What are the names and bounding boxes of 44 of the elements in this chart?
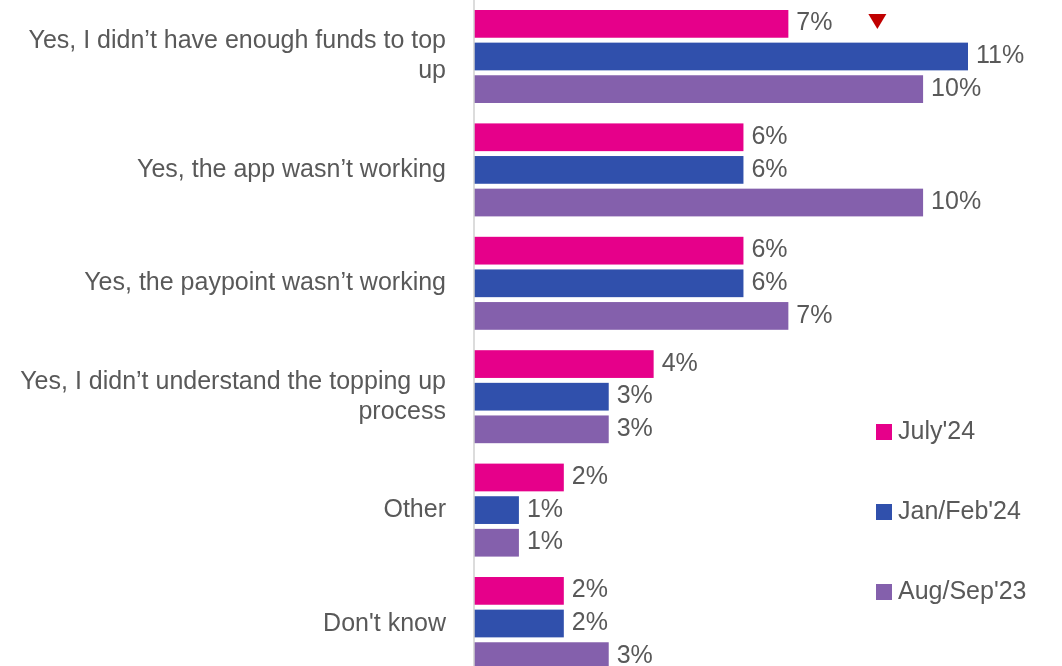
data-label: 3%: [616, 412, 653, 441]
bar: [474, 42, 968, 71]
y-tick-label: Yes, I didn’t understand the topping up process: [20, 365, 446, 424]
data-label: 3%: [616, 380, 653, 409]
data-label: 4%: [661, 347, 698, 376]
bar: [474, 75, 924, 103]
y-tick-label: Other: [383, 493, 446, 522]
data-label: 11%: [976, 40, 1025, 69]
bar: [474, 463, 564, 492]
data-label: 6%: [751, 234, 788, 263]
data-label: 1%: [526, 526, 564, 555]
bar: [474, 10, 789, 38]
data-label: 6%: [751, 153, 788, 182]
bar: [474, 577, 564, 605]
bar: [474, 528, 519, 557]
data-label: 2%: [571, 607, 608, 636]
data-label: 10%: [931, 72, 982, 101]
bar: [474, 236, 744, 265]
legend-label: Jan/Feb'24: [898, 495, 1022, 524]
data-label: 3%: [616, 639, 653, 666]
bar: [474, 382, 609, 411]
y-tick-label: Yes, the paypoint wasn’t working: [84, 266, 446, 295]
bar: [474, 156, 744, 184]
bar: [474, 609, 564, 638]
bar: [474, 496, 519, 524]
data-label: 6%: [751, 120, 788, 149]
data-label: 10%: [931, 186, 982, 215]
bar: [474, 350, 654, 378]
bar: [474, 269, 744, 298]
bar: [474, 123, 744, 152]
y-tick-label: Yes, the app wasn’t working: [137, 153, 446, 182]
bar: [474, 302, 789, 330]
data-label: 2%: [571, 574, 608, 603]
data-label: 1%: [526, 493, 564, 522]
y-tick-label: Don't know: [323, 607, 447, 636]
data-label: 2%: [571, 461, 608, 490]
data-label: 7%: [796, 299, 833, 328]
data-label: 7%: [796, 7, 833, 36]
legend-label: Aug/Sep'23: [898, 575, 1027, 604]
y-tick-label: Yes, I didn’t have enough funds to top up: [28, 25, 446, 84]
legend-label: July'24: [898, 415, 976, 444]
bar: [474, 188, 924, 217]
bar: [474, 415, 609, 444]
data-label: 6%: [751, 266, 788, 295]
